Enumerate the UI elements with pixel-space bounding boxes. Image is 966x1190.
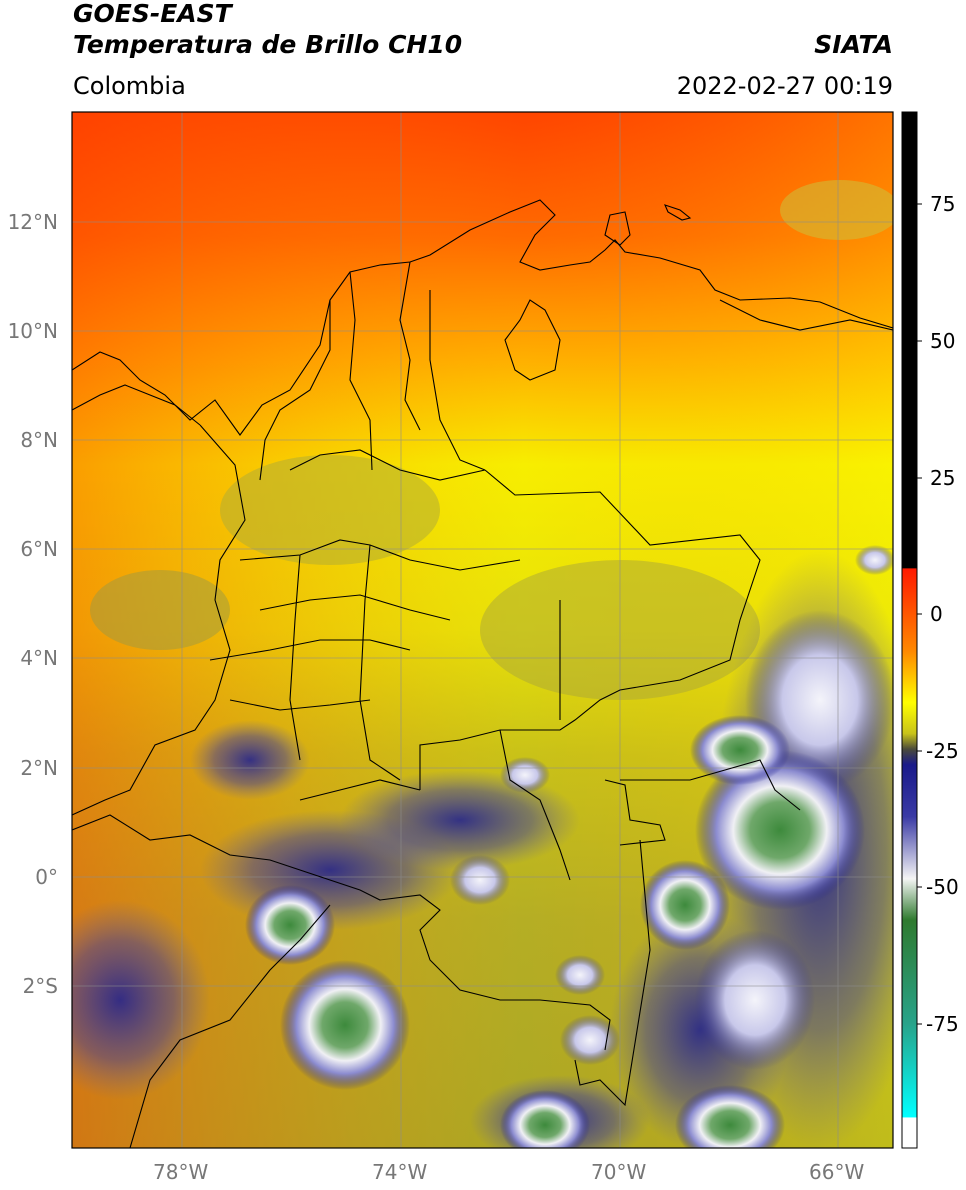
lat-tick-label: 0° (35, 865, 58, 889)
colorbar-tick-label: 25 (930, 466, 956, 490)
colorbar-tick-label: -75 (926, 1012, 959, 1036)
lon-tick-label: 66°W (809, 1160, 865, 1184)
colorbar (901, 111, 918, 1149)
colorbar-tick-label: -50 (926, 875, 959, 899)
colorbar-tick-label: -25 (926, 739, 959, 763)
lon-tick-label: 78°W (153, 1160, 209, 1184)
colorbar-tick-label: 75 (930, 192, 956, 216)
lat-tick-label: 2°N (20, 756, 58, 780)
political-borders (72, 199, 893, 1148)
brand-label: SIATA (814, 30, 893, 59)
lon-tick-label: 70°W (591, 1160, 647, 1184)
satellite-title: GOES-EAST (73, 0, 232, 28)
region-label: Colombia (73, 72, 186, 100)
product-title: Temperatura de Brillo CH10 (73, 30, 463, 59)
lat-tick-label: 12°N (7, 210, 58, 234)
colorbar-tick-label: 0 (930, 602, 943, 626)
colorbar-tick-marks (917, 203, 922, 1025)
timestamp-label: 2022-02-27 00:19 (676, 72, 893, 100)
graticule (72, 112, 893, 1148)
lat-tick-label: 10°N (7, 319, 58, 343)
lat-tick-label: 2°S (22, 974, 58, 998)
imagery-layer (72, 112, 893, 1148)
lon-tick-label: 74°W (372, 1160, 428, 1184)
colorbar-tick-label: 50 (930, 329, 956, 353)
map-frame (71, 111, 894, 1149)
lat-tick-label: 8°N (20, 428, 58, 452)
lat-tick-label: 4°N (20, 646, 58, 670)
lat-tick-label: 6°N (20, 537, 58, 561)
